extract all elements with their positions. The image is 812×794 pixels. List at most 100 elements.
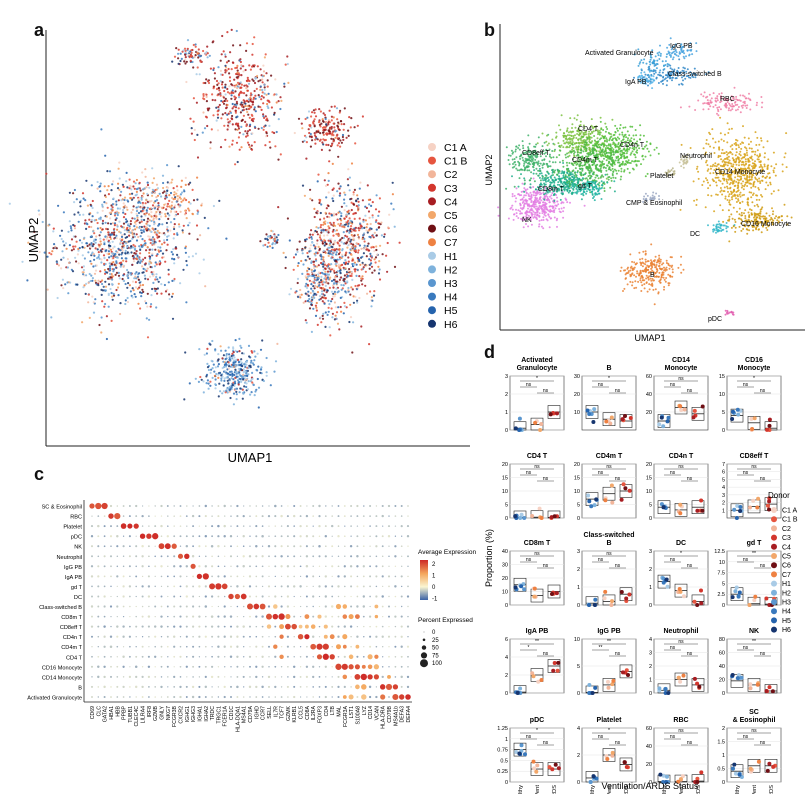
umap-a-point [238, 96, 241, 99]
umap-a-point [328, 227, 331, 230]
umap-b-point [610, 135, 613, 138]
umap-a-point [113, 224, 116, 227]
umap-b-point [632, 134, 635, 137]
umap-a-point [184, 247, 187, 250]
umap-b-point [622, 126, 625, 129]
umap-a-point [351, 258, 354, 261]
umap-a-point [87, 281, 90, 284]
umap-a-point [304, 246, 307, 249]
umap-a-point [122, 274, 125, 277]
umap-b-point [579, 183, 582, 186]
umap-b-point [605, 159, 608, 162]
umap-a-point [352, 248, 355, 251]
umap-b-point [514, 161, 516, 163]
umap-a-point [274, 360, 278, 363]
umap-a-point [199, 234, 202, 237]
umap-b-point [589, 152, 592, 154]
umap-a-point [106, 206, 109, 209]
umap-a-point [211, 339, 214, 343]
umap-a-point [144, 300, 147, 303]
umap-a-point [92, 311, 96, 314]
umap-a-point [340, 214, 343, 218]
umap-a-point [185, 198, 188, 202]
umap-a-point [310, 301, 313, 304]
umap-a-point [268, 245, 272, 248]
umap-a-point [217, 358, 220, 361]
umap-a-point [303, 139, 306, 142]
umap-a-point [345, 204, 348, 208]
umap-a-point [161, 256, 164, 259]
umap-a-point [306, 284, 310, 287]
umap-a-point [338, 278, 341, 281]
umap-b-point [497, 214, 500, 217]
umap-b-point [597, 157, 600, 160]
umap-b-point [568, 185, 571, 188]
umap-a-point [90, 243, 93, 246]
umap-a-point [235, 393, 238, 396]
umap-b-point [657, 152, 660, 155]
umap-a-point [314, 247, 317, 250]
umap-b-point [518, 144, 521, 147]
umap-a-point [211, 98, 214, 102]
umap-b-point [571, 176, 574, 179]
umap-a-point [341, 135, 344, 139]
umap-a-point [234, 163, 237, 166]
umap-a-point [127, 223, 130, 226]
umap-a-point [224, 370, 227, 373]
umap-a-point [314, 108, 317, 111]
umap-b-point [593, 126, 596, 129]
umap-a-point [183, 197, 186, 200]
umap-a-point [211, 367, 214, 370]
umap-a-point [275, 101, 278, 104]
umap-a-point [296, 281, 299, 285]
umap-a-point [338, 111, 341, 114]
umap-a-point [108, 267, 112, 270]
umap-a-point [247, 143, 251, 146]
umap-a-point [149, 200, 152, 203]
umap-a-point [344, 234, 347, 237]
umap-a-point [354, 295, 357, 298]
umap-b-point [580, 144, 583, 147]
umap-a-point [184, 251, 187, 254]
umap-a-point [122, 205, 125, 209]
umap-a-point [179, 204, 182, 207]
umap-a-point [220, 53, 223, 56]
umap-b-point [604, 167, 607, 169]
umap-b-point [601, 174, 604, 177]
umap-a-point [156, 278, 159, 281]
umap-b-point [582, 136, 585, 138]
umap-a-point [330, 253, 333, 256]
umap-b-point [626, 130, 629, 133]
umap-b-point [523, 179, 526, 182]
umap-b-point [545, 211, 547, 214]
umap-b-point [611, 163, 614, 165]
umap-a-point [251, 53, 254, 56]
umap-a-point [177, 255, 180, 258]
umap-a-point [234, 128, 237, 131]
umap-b-point [562, 135, 565, 138]
umap-b-point [546, 163, 549, 165]
umap-a-point [124, 252, 127, 255]
umap-a-point [226, 30, 229, 34]
umap-a-point [245, 108, 248, 111]
umap-b-point [515, 156, 518, 159]
umap-a-point [75, 260, 78, 263]
umap-a-point [88, 218, 91, 221]
umap-a-point [239, 344, 242, 347]
umap-a-point [198, 272, 201, 275]
legend-label: H1 [444, 251, 458, 263]
umap-b-point [537, 169, 540, 172]
umap-b-point [602, 163, 605, 166]
umap-a-point [57, 264, 61, 267]
umap-b-point [543, 198, 546, 201]
umap-a-point [93, 272, 97, 275]
umap-b-point [576, 114, 579, 117]
umap-b-point [554, 169, 557, 172]
umap-b-point [615, 157, 618, 160]
umap-a-point [119, 241, 122, 244]
umap-a-point [365, 229, 368, 232]
umap-a-point [142, 230, 146, 233]
umap-b-point [568, 170, 571, 173]
umap-b-point [584, 150, 587, 153]
umap-a-point [144, 256, 147, 259]
